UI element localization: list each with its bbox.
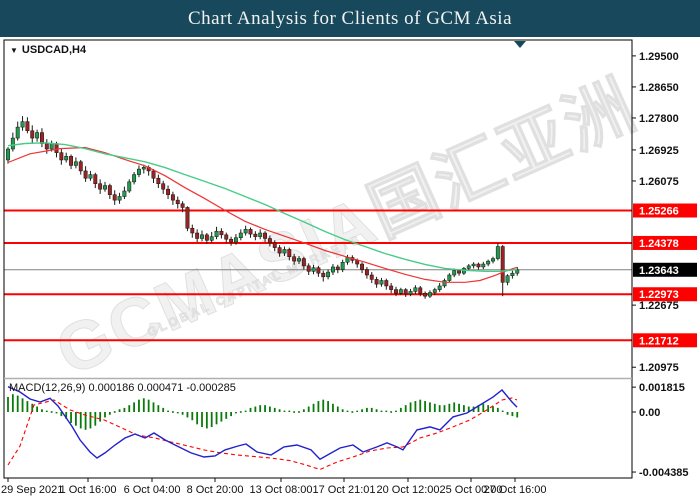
date-label: 20 Oct 12:00 bbox=[377, 484, 440, 496]
price-tick-label: 1.26075 bbox=[639, 176, 679, 188]
price-tick-label: 1.22675 bbox=[639, 300, 679, 312]
level-price-label: 1.25266 bbox=[639, 206, 679, 218]
date-label: 8 Oct 20:00 bbox=[187, 484, 244, 496]
symbol-name: USDCAD,H4 bbox=[21, 44, 87, 56]
date-label: 13 Oct 08:00 bbox=[250, 484, 313, 496]
macd-signal-line bbox=[7, 397, 518, 471]
macd-indicator-label: MACD(12,26,9) 0.000186 0.000471 -0.00028… bbox=[9, 382, 236, 394]
current-price-label: 1.23643 bbox=[639, 265, 679, 277]
ma-slow-line bbox=[7, 146, 518, 283]
title-bar: Chart Analysis for Clients of GCM Asia bbox=[0, 0, 700, 37]
candles-layer bbox=[6, 116, 520, 299]
macd-main-line bbox=[7, 386, 518, 461]
level-price-label: 1.21712 bbox=[639, 335, 679, 347]
chart-border bbox=[3, 39, 633, 479]
date-label: 17 Oct 21:01 bbox=[313, 484, 376, 496]
date-label: 29 Sep 2021 bbox=[1, 484, 63, 496]
price-scale: 1.29500 1.28650 1.27800 1.26925 1.26075 1.226… bbox=[632, 51, 697, 479]
price-tick-label: 1.27800 bbox=[639, 113, 679, 125]
date-label: 6 Oct 04:00 bbox=[124, 484, 181, 496]
date-label: 25 Oct 00:00 bbox=[440, 484, 503, 496]
symbol-dropdown-icon[interactable]: ▼ bbox=[10, 45, 18, 55]
macd-tick-label: -0.004385 bbox=[639, 467, 689, 479]
price-tick-label: 1.29500 bbox=[639, 51, 679, 63]
price-tick-label: 1.20975 bbox=[639, 362, 679, 374]
level-price-label: 1.22973 bbox=[639, 289, 679, 301]
date-label: 27 Oct 16:00 bbox=[484, 484, 547, 496]
arrow-down-marker bbox=[514, 41, 526, 48]
price-tick-label: 1.26925 bbox=[639, 145, 679, 157]
level-lines bbox=[4, 209, 632, 342]
level-price-label: 1.24378 bbox=[639, 238, 679, 250]
date-label: 1 Oct 16:00 bbox=[60, 484, 117, 496]
price-tick-label: 1.28650 bbox=[639, 82, 679, 94]
macd-tick-label: 0.001815 bbox=[639, 382, 685, 394]
macd-tick-label: 0.00 bbox=[639, 407, 660, 419]
symbol-label: ▼ USDCAD,H4 bbox=[10, 44, 86, 56]
macd-histogram bbox=[7, 394, 519, 430]
page-title: Chart Analysis for Clients of GCM Asia bbox=[187, 7, 513, 29]
ma-fast-line bbox=[7, 142, 518, 272]
